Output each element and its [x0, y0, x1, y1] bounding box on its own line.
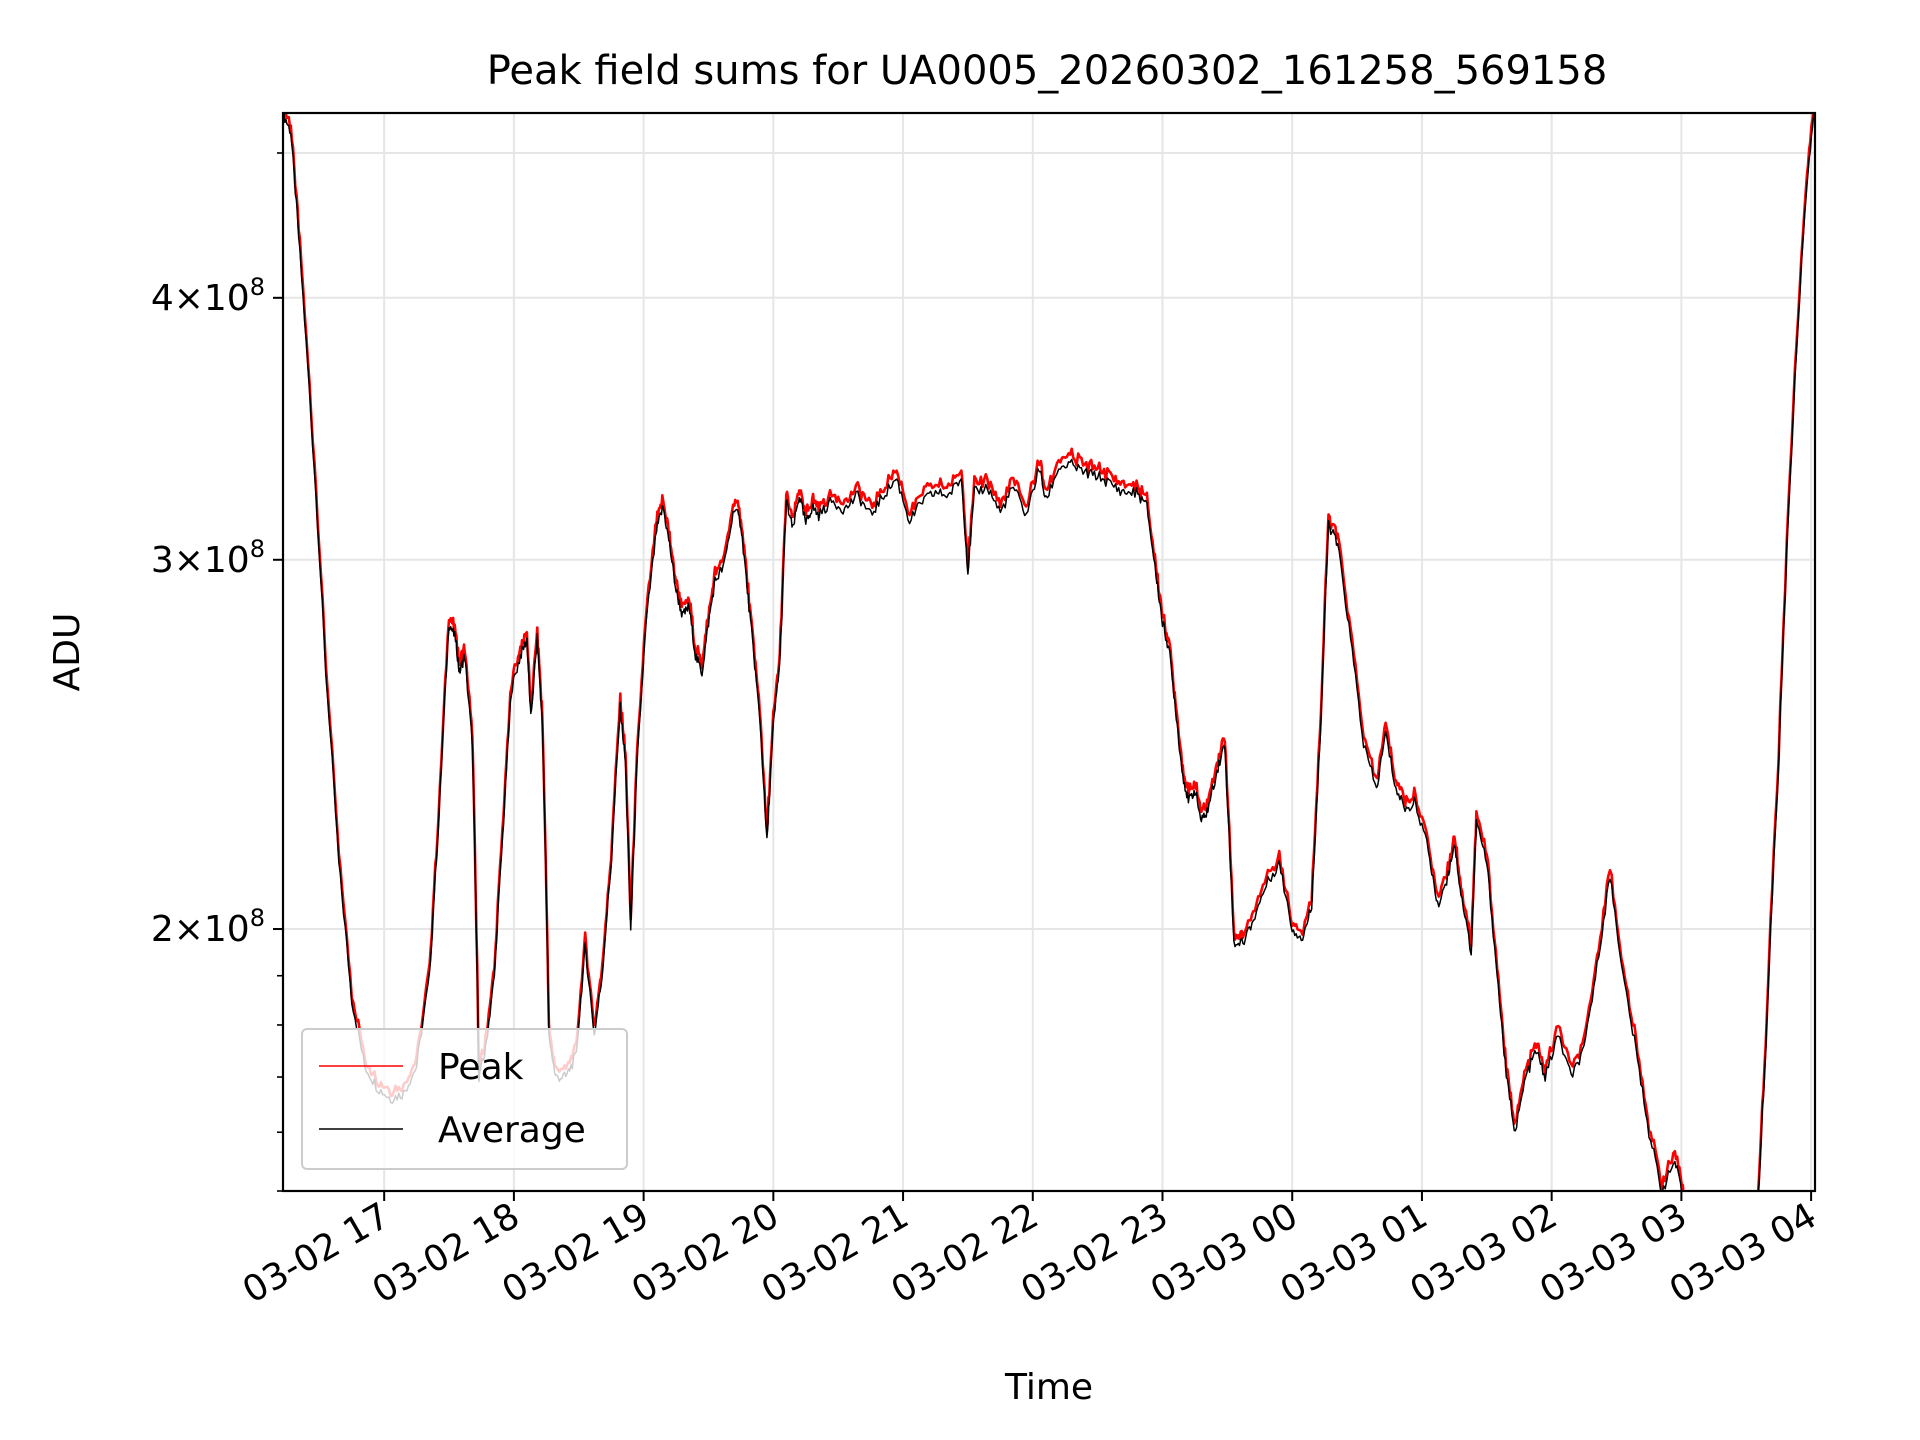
legend[interactable]: Peak Average — [301, 1028, 628, 1170]
y-tick-label: 3×108 — [151, 535, 265, 581]
y-tick-label: 4×108 — [151, 273, 265, 319]
x-axis-label: Time — [1004, 1367, 1093, 1408]
legend-box — [301, 1028, 628, 1170]
grid — [283, 113, 1815, 1191]
legend-label-average: Average — [438, 1110, 586, 1151]
plot-frame — [281, 111, 1817, 1193]
chart-title: Peak field sums for UA0005_20260302_1612… — [487, 48, 1608, 94]
legend-label-peak: Peak — [438, 1047, 524, 1088]
y-axis: 2×108 3×108 4×108 — [151, 152, 283, 1192]
series-line-average — [283, 113, 1815, 1191]
y-axis-label: ADU — [47, 613, 88, 692]
y-tick-label: 2×108 — [151, 904, 265, 950]
